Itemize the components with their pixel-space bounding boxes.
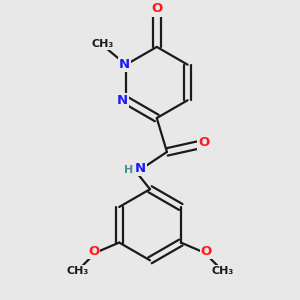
Text: O: O [151,2,162,15]
Text: CH₃: CH₃ [92,39,114,49]
Text: O: O [88,245,99,258]
Text: CH₃: CH₃ [212,266,234,276]
Text: CH₃: CH₃ [66,266,88,276]
Text: N: N [119,58,130,71]
Text: O: O [198,136,209,149]
Text: O: O [201,245,212,258]
Text: N: N [135,162,146,176]
Text: H: H [124,164,134,175]
Text: N: N [117,94,128,107]
